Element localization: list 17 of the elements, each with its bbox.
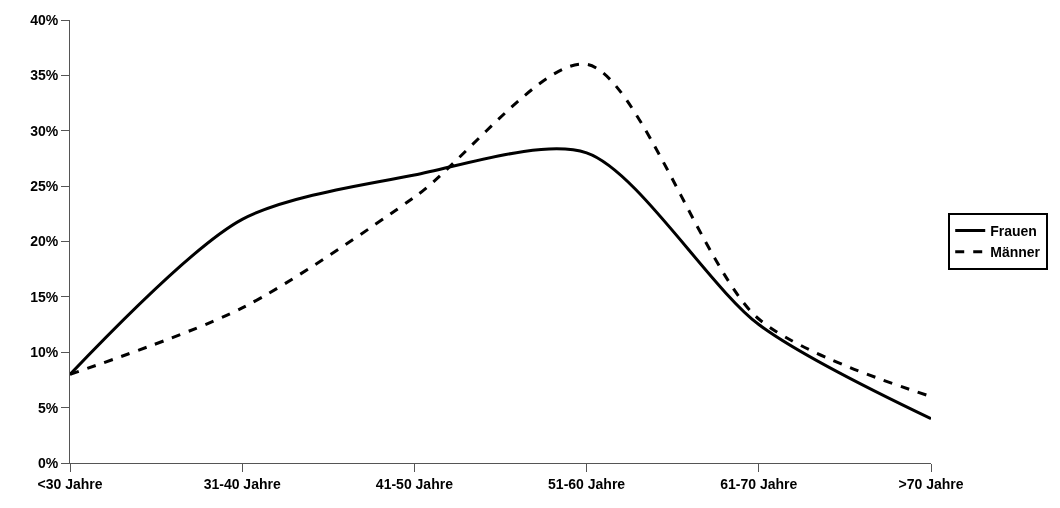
y-tick-label: 10% xyxy=(30,344,59,361)
y-tick-label: 35% xyxy=(30,67,59,84)
x-tick-label: <30 Jahre xyxy=(37,475,103,492)
x-tick-label: 41-50 Jahre xyxy=(375,475,454,492)
y-tick-label: 5% xyxy=(37,399,59,416)
y-tick-label: 0% xyxy=(37,454,59,471)
legend-label: Männer xyxy=(990,244,1041,261)
y-tick-label: 20% xyxy=(30,233,59,250)
y-tick-label: 25% xyxy=(30,178,59,195)
x-tick-label: >70 Jahre xyxy=(898,475,964,492)
y-tick-label: 30% xyxy=(30,122,59,139)
x-tick-label: 31-40 Jahre xyxy=(203,475,281,492)
y-tick-label: 40% xyxy=(30,11,59,28)
x-tick-label: 61-70 Jahre xyxy=(720,475,798,492)
legend-label: Frauen xyxy=(990,223,1037,240)
x-tick-label: 51-60 Jahre xyxy=(548,475,626,492)
y-tick-label: 15% xyxy=(30,288,59,305)
